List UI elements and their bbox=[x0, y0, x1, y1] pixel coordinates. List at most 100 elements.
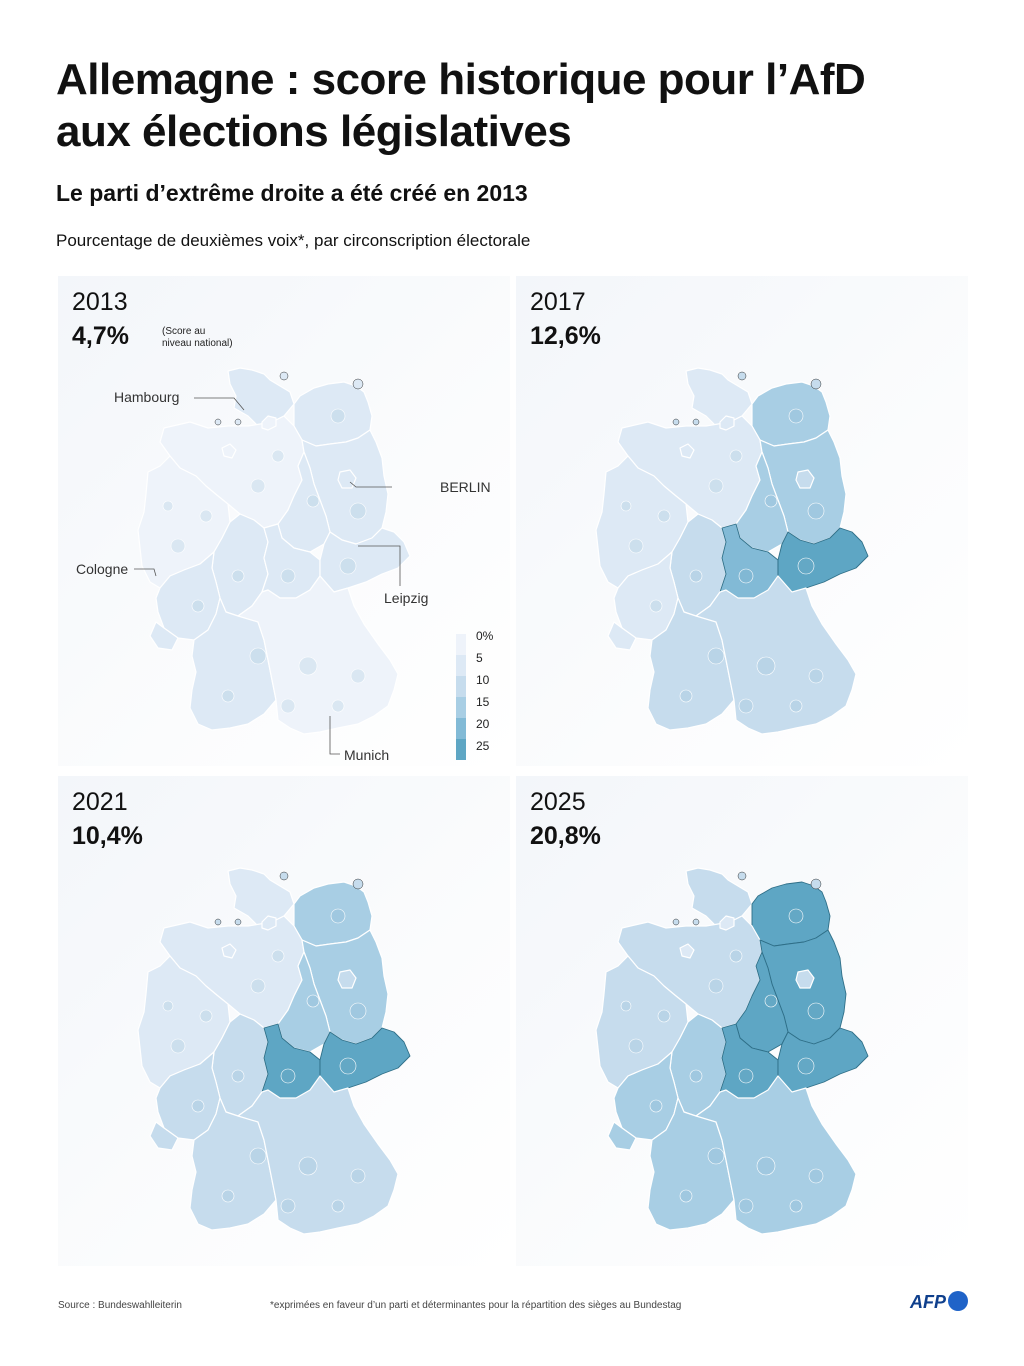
district-blob bbox=[707, 1147, 725, 1165]
state-be bbox=[795, 969, 815, 989]
state-hh bbox=[719, 415, 735, 431]
state-be bbox=[337, 969, 357, 989]
panel-national-score: 12,6% bbox=[530, 322, 601, 350]
panel-national-score: 10,4% bbox=[72, 822, 143, 850]
district-blob bbox=[280, 698, 296, 714]
island bbox=[810, 378, 822, 390]
city-label-berlin: BERLIN bbox=[440, 479, 491, 495]
panel-national-score: 20,8% bbox=[530, 822, 601, 850]
color-legend: 0% 5 10 15 20 25 bbox=[456, 629, 506, 760]
state-sl bbox=[607, 621, 637, 651]
state-hh bbox=[261, 915, 277, 931]
district-blob bbox=[339, 557, 357, 575]
district-blob bbox=[808, 1168, 824, 1184]
island bbox=[737, 371, 747, 381]
district-blob bbox=[649, 1099, 663, 1113]
district-blob bbox=[807, 502, 825, 520]
legend-label-0: 0% bbox=[476, 629, 494, 643]
panel-national-score: 4,7% bbox=[72, 322, 129, 350]
state-st bbox=[277, 451, 331, 553]
legend-swatch-3 bbox=[456, 697, 466, 718]
district-blob bbox=[657, 1009, 671, 1023]
city-leader-line bbox=[349, 481, 392, 488]
state-sl bbox=[607, 1121, 637, 1151]
district-blob bbox=[170, 1038, 186, 1054]
state-sh bbox=[227, 867, 295, 927]
district-blob bbox=[280, 1068, 296, 1084]
district-blob bbox=[679, 1189, 693, 1203]
logo-text: AFP bbox=[910, 1292, 946, 1312]
map-panel-2021: 2021 10,4% bbox=[58, 776, 510, 1266]
district-blob bbox=[729, 449, 743, 463]
district-blob bbox=[756, 656, 776, 676]
title-line-2: aux élections législatives bbox=[56, 107, 572, 156]
district-blob bbox=[788, 408, 804, 424]
district-blob bbox=[729, 949, 743, 963]
district-blob bbox=[271, 949, 285, 963]
island bbox=[737, 871, 747, 881]
district-blob bbox=[620, 500, 632, 512]
state-st bbox=[277, 951, 331, 1053]
legend-swatch-5 bbox=[456, 739, 466, 760]
district-blob bbox=[689, 1069, 703, 1083]
district-blob bbox=[162, 500, 174, 512]
germany-map-2025 bbox=[595, 867, 869, 1235]
map-panel-2025: 2025 20,8% bbox=[516, 776, 968, 1266]
map-panel-2013: 2013 4,7% (Score au niveau national) Ham… bbox=[58, 276, 510, 766]
district-blob bbox=[330, 408, 346, 424]
district-blob bbox=[789, 699, 803, 713]
district-blob bbox=[330, 908, 346, 924]
state-by bbox=[237, 575, 399, 735]
legend-label-20: 20 bbox=[476, 717, 490, 731]
legend-label-5: 5 bbox=[476, 651, 483, 665]
district-blob bbox=[280, 1198, 296, 1214]
state-hh bbox=[261, 415, 277, 431]
district-blob bbox=[331, 1199, 345, 1213]
district-blob bbox=[797, 557, 815, 575]
city-leader-line bbox=[194, 397, 245, 411]
germany-map-2021 bbox=[137, 867, 411, 1235]
district-blob bbox=[756, 1156, 776, 1176]
city-leader-line bbox=[329, 716, 340, 755]
state-hb bbox=[221, 943, 237, 959]
district-blob bbox=[249, 647, 267, 665]
state-by bbox=[695, 1075, 857, 1235]
district-blob bbox=[620, 1000, 632, 1012]
district-blob bbox=[707, 647, 725, 665]
district-blob bbox=[708, 478, 724, 494]
district-blob bbox=[350, 1168, 366, 1184]
island bbox=[352, 378, 364, 390]
district-blob bbox=[170, 538, 186, 554]
district-blob bbox=[298, 1156, 318, 1176]
district-blob bbox=[249, 1147, 267, 1165]
state-sl bbox=[149, 1121, 179, 1151]
legend-label-15: 15 bbox=[476, 695, 490, 709]
district-blob bbox=[807, 1002, 825, 1020]
island bbox=[692, 418, 700, 426]
district-blob bbox=[306, 494, 320, 508]
district-blob bbox=[199, 1009, 213, 1023]
legend-label-25: 25 bbox=[476, 739, 490, 753]
district-blob bbox=[306, 994, 320, 1008]
page-title: Allemagne : score historique pour l’AfD … bbox=[56, 54, 996, 158]
island bbox=[214, 418, 222, 426]
legend-label-10: 10 bbox=[476, 673, 490, 687]
district-blob bbox=[738, 568, 754, 584]
district-blob bbox=[271, 449, 285, 463]
state-be bbox=[795, 469, 815, 489]
island bbox=[672, 418, 680, 426]
state-by bbox=[237, 1075, 399, 1235]
title-line-1: Allemagne : score historique pour l’AfD bbox=[56, 55, 866, 104]
district-blob bbox=[797, 1057, 815, 1075]
district-blob bbox=[738, 1068, 754, 1084]
island bbox=[279, 371, 289, 381]
state-sh bbox=[227, 367, 295, 427]
city-label-cologne: Cologne bbox=[76, 561, 129, 577]
city-leader-line bbox=[358, 545, 401, 586]
state-sh bbox=[685, 367, 753, 427]
subtitle: Le parti d’extrême droite a été créé en … bbox=[56, 180, 528, 206]
panel-year: 2025 bbox=[530, 788, 586, 816]
state-st bbox=[735, 951, 789, 1053]
state-hh bbox=[719, 915, 735, 931]
district-blob bbox=[789, 1199, 803, 1213]
